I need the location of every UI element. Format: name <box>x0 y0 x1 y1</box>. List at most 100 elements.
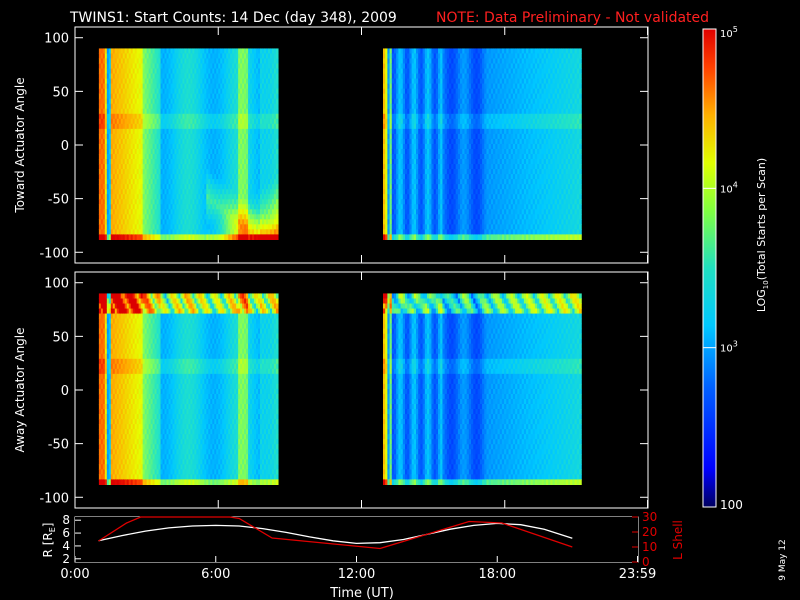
toward-heat-cell <box>158 184 162 190</box>
toward-heat-cell <box>220 184 223 190</box>
toward-heat-cell <box>140 209 144 215</box>
toward-heat-cell <box>142 194 146 200</box>
toward-heat-cell <box>168 214 172 220</box>
toward-heat-cell <box>162 164 166 170</box>
toward-heat-cell <box>238 179 241 185</box>
toward-heat-cell <box>440 159 444 165</box>
toward-heat-cell <box>382 53 386 60</box>
toward-heat-cell <box>202 234 205 240</box>
toward-heat-cell <box>120 164 124 170</box>
toward-heat-cell <box>142 153 146 160</box>
toward-heat-cell <box>435 138 439 145</box>
toward-heat-cell <box>220 58 223 65</box>
toward-heat-cell <box>148 63 152 70</box>
toward-heat-cell <box>180 229 184 235</box>
toward-heat-cell <box>118 189 122 195</box>
toward-heat-cell <box>150 209 154 215</box>
toward-heat-cell <box>150 93 154 100</box>
toward-heat-cell <box>176 199 180 205</box>
toward-heat-cell <box>382 98 386 105</box>
toward-heat-cell <box>420 63 424 70</box>
toward-heat-cell <box>180 179 184 185</box>
toward-heat-cell <box>190 224 193 230</box>
toward-heat-cell <box>108 63 112 70</box>
toward-heat-cell <box>162 48 166 55</box>
toward-heat-cell <box>152 199 156 205</box>
toward-heat-cell <box>196 159 199 165</box>
toward-heat-cell <box>204 108 207 115</box>
toward-heat-cell <box>176 123 180 130</box>
toward-heat-cell <box>134 103 138 110</box>
toward-heat-cell <box>188 103 191 110</box>
toward-heat-cell <box>258 88 261 95</box>
toward-heat-cell <box>252 118 255 125</box>
toward-heat-cell <box>148 133 152 140</box>
toward-heat-cell <box>453 48 457 55</box>
toward-heat-cell <box>216 138 219 145</box>
toward-heat-cell <box>144 48 148 55</box>
toward-heat-cell <box>198 184 201 190</box>
toward-heat-cell <box>238 53 241 60</box>
toward-heat-cell <box>248 179 251 185</box>
toward-heat-cell <box>210 164 213 170</box>
toward-heat-cell <box>156 113 160 120</box>
toward-heat-cell <box>429 189 433 195</box>
toward-heat-cell <box>112 204 116 210</box>
toward-heat-cell <box>200 113 203 120</box>
toward-heat-cell <box>156 214 160 220</box>
toward-heat-cell <box>120 78 124 85</box>
toward-heat-cell <box>240 234 243 240</box>
toward-heat-cell <box>158 159 162 165</box>
toward-heat-cell <box>424 169 428 175</box>
toward-heat-cell <box>198 123 201 130</box>
toward-heat-cell <box>214 224 217 230</box>
toward-heat-cell <box>150 68 154 75</box>
toward-heat-cell <box>382 148 386 155</box>
toward-heat-cell <box>176 118 180 125</box>
toward-heat-cell <box>431 113 435 120</box>
toward-heat-cell <box>106 194 110 200</box>
toward-heat-cell <box>168 164 172 170</box>
toward-heat-cell <box>394 63 397 70</box>
toward-heat-cell <box>446 164 450 170</box>
toward-heat-cell <box>422 103 426 110</box>
toward-heat-cell <box>385 169 388 175</box>
toward-heat-cell <box>186 63 190 70</box>
toward-heat-cell <box>206 113 209 120</box>
toward-heat-cell <box>206 103 209 110</box>
toward-heat-cell <box>152 78 156 85</box>
toward-heat-cell <box>449 169 452 175</box>
toward-heat-cell <box>252 63 255 70</box>
toward-heat-cell <box>116 103 120 110</box>
toward-heat-cell <box>152 214 156 220</box>
toward-heat-cell <box>444 204 448 210</box>
toward-heat-cell <box>184 189 188 195</box>
toward-heat-cell <box>202 63 205 70</box>
toward-heat-cell <box>267 199 271 205</box>
toward-heat-cell <box>385 103 388 110</box>
toward-heat-cell <box>164 113 168 120</box>
toward-heat-cell <box>240 53 243 60</box>
toward-heat-cell <box>435 189 439 195</box>
toward-heat-cell <box>402 209 406 215</box>
toward-heat-cell <box>106 199 110 205</box>
toward-heat-cell <box>427 164 430 170</box>
toward-heat-cell <box>442 209 446 215</box>
toward-heat-cell <box>444 138 448 145</box>
toward-heat-cell <box>206 133 209 140</box>
toward-heat-cell <box>192 103 195 110</box>
toward-heat-cell <box>206 68 209 75</box>
toward-heat-cell <box>446 93 450 100</box>
toward-heat-cell <box>124 214 128 220</box>
toward-heat-cell <box>389 98 393 105</box>
toward-heat-cell <box>429 83 433 90</box>
toward-heat-cell <box>212 214 215 220</box>
toward-heat-cell <box>128 204 132 210</box>
toward-heat-cell <box>224 229 227 235</box>
toward-heat-cell <box>152 93 156 100</box>
toward-heat-cell <box>182 108 186 115</box>
toward-heat-cell <box>389 68 393 75</box>
toward-heat-cell <box>442 174 446 180</box>
toward-heat-cell <box>164 118 168 125</box>
toward-heat-cell <box>212 224 215 230</box>
